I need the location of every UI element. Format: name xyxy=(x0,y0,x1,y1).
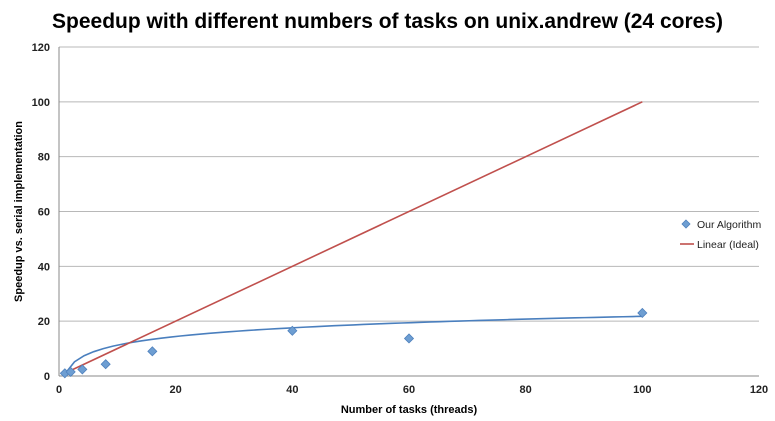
chart-title: Speedup with different numbers of tasks … xyxy=(52,10,723,33)
y-tick-label: 120 xyxy=(32,42,50,54)
trendline-path xyxy=(64,315,643,375)
y-tick-label: 40 xyxy=(38,261,50,273)
x-tick-label: 40 xyxy=(286,384,298,396)
y-tick-label: 20 xyxy=(38,316,50,328)
x-tick-label: 0 xyxy=(56,384,62,396)
data-point xyxy=(287,325,298,336)
data-point xyxy=(147,346,158,357)
data-point xyxy=(65,366,76,377)
data-point xyxy=(100,359,111,370)
legend-label: Our Algorithm xyxy=(697,219,761,231)
y-axis-label: Speedup vs. serial implementation xyxy=(13,121,25,302)
legend: Our Algorithm Linear (Ideal) xyxy=(680,219,761,251)
trendline xyxy=(64,315,643,375)
y-tick-label: 100 xyxy=(32,97,50,109)
data-point xyxy=(77,364,88,375)
linear-ideal-line xyxy=(64,101,643,374)
x-tick-label: 80 xyxy=(520,384,532,396)
tick-labels: 0 20 40 60 80 100 120 0 20 40 60 80 100 120 xyxy=(32,42,769,396)
legend-marker-diamond xyxy=(681,219,691,229)
y-tick-label: 80 xyxy=(38,152,50,164)
x-axis-label: Number of tasks (threads) xyxy=(341,404,478,416)
y-tick-label: 60 xyxy=(38,207,50,219)
x-tick-label: 100 xyxy=(633,384,651,396)
y-tick-label: 0 xyxy=(44,371,50,383)
x-tick-label: 60 xyxy=(403,384,415,396)
x-tick-label: 20 xyxy=(170,384,182,396)
series xyxy=(59,101,648,379)
data-point xyxy=(403,333,415,344)
data-point xyxy=(637,307,648,319)
gridlines xyxy=(59,46,759,322)
legend-label: Linear (Ideal) xyxy=(697,239,759,251)
axes xyxy=(58,47,759,377)
x-tick-label: 120 xyxy=(750,384,768,396)
